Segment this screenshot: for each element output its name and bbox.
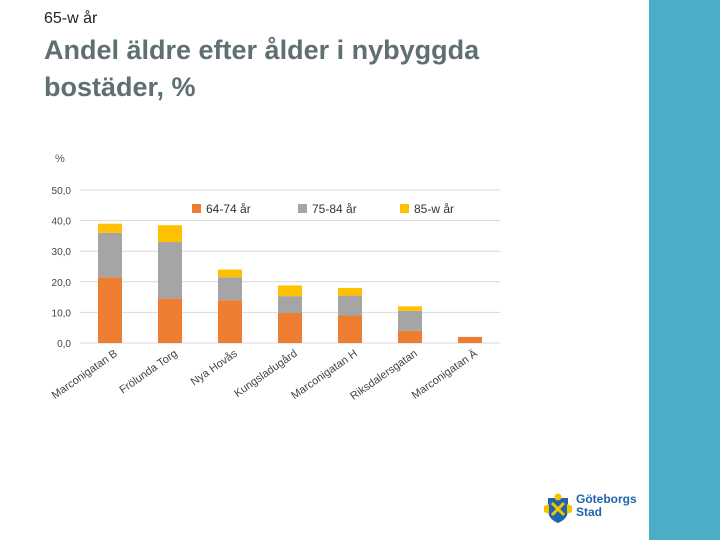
bar-segment <box>98 232 122 278</box>
logo-line-2: Stad <box>576 505 603 519</box>
bars <box>98 223 482 343</box>
x-tick-label: Frölunda Torg <box>117 348 179 397</box>
bar-segment <box>338 287 362 296</box>
y-tick-label: 50,0 <box>52 186 72 197</box>
legend-label: 64-74 år <box>206 202 251 216</box>
legend: 64-74 år 75-84 år 85-w år <box>192 202 454 216</box>
bar-segment <box>398 310 422 331</box>
bar-segment <box>218 300 242 343</box>
y-tick-label: 10,0 <box>52 308 72 319</box>
gridlines <box>80 189 500 344</box>
y-tick-labels: 0,0 10,0 20,0 30,0 40,0 50,0 <box>52 186 72 350</box>
bar-segment <box>158 298 182 343</box>
bar-segment <box>218 277 242 301</box>
x-tick-label: Marconigatan Ä <box>410 347 481 401</box>
bar-segment <box>458 336 482 343</box>
bar-segment <box>338 295 362 316</box>
y-tick-label: 30,0 <box>52 247 72 258</box>
bar-segment <box>278 285 302 297</box>
bar-segment <box>398 306 422 311</box>
x-tick-label: Riksdalersgatan <box>348 348 419 403</box>
legend-label: 85-w år <box>414 202 454 216</box>
bar-segment <box>278 313 302 343</box>
bar-segment <box>278 296 302 314</box>
page-title: Andel äldre efter ålder i nybyggda bostä… <box>44 35 480 102</box>
y-axis-unit-label: % <box>55 153 65 165</box>
legend-swatch <box>400 204 409 213</box>
goteborgs-stad-logo: Göteborgs Stad <box>542 492 642 526</box>
accent-sidebar <box>649 0 720 540</box>
stacked-bar-chart: 0,0 10,0 20,0 30,0 40,0 50,0 Marconigatan BFr… <box>50 186 500 403</box>
x-tick-label: Marconigatan B <box>50 348 120 402</box>
bar-segment <box>98 223 122 233</box>
bar-segment <box>218 269 242 278</box>
legend-swatch <box>192 204 201 213</box>
legend-label: 75-84 år <box>312 202 357 216</box>
bar-segment <box>398 330 422 343</box>
y-tick-label: 20,0 <box>52 278 72 289</box>
y-tick-label: 40,0 <box>52 217 72 228</box>
y-tick-label: 0,0 <box>57 339 71 350</box>
bar-segment <box>158 225 182 243</box>
bar-segment <box>98 277 122 343</box>
bar-segment <box>338 315 362 343</box>
bar-segment <box>158 242 182 299</box>
city-crest-icon <box>544 493 572 523</box>
x-tick-label: Nya Hovås <box>189 347 240 388</box>
kicker-text: 65-w år <box>44 10 98 27</box>
logo-line-1: Göteborgs <box>576 492 637 506</box>
legend-swatch <box>298 204 307 213</box>
